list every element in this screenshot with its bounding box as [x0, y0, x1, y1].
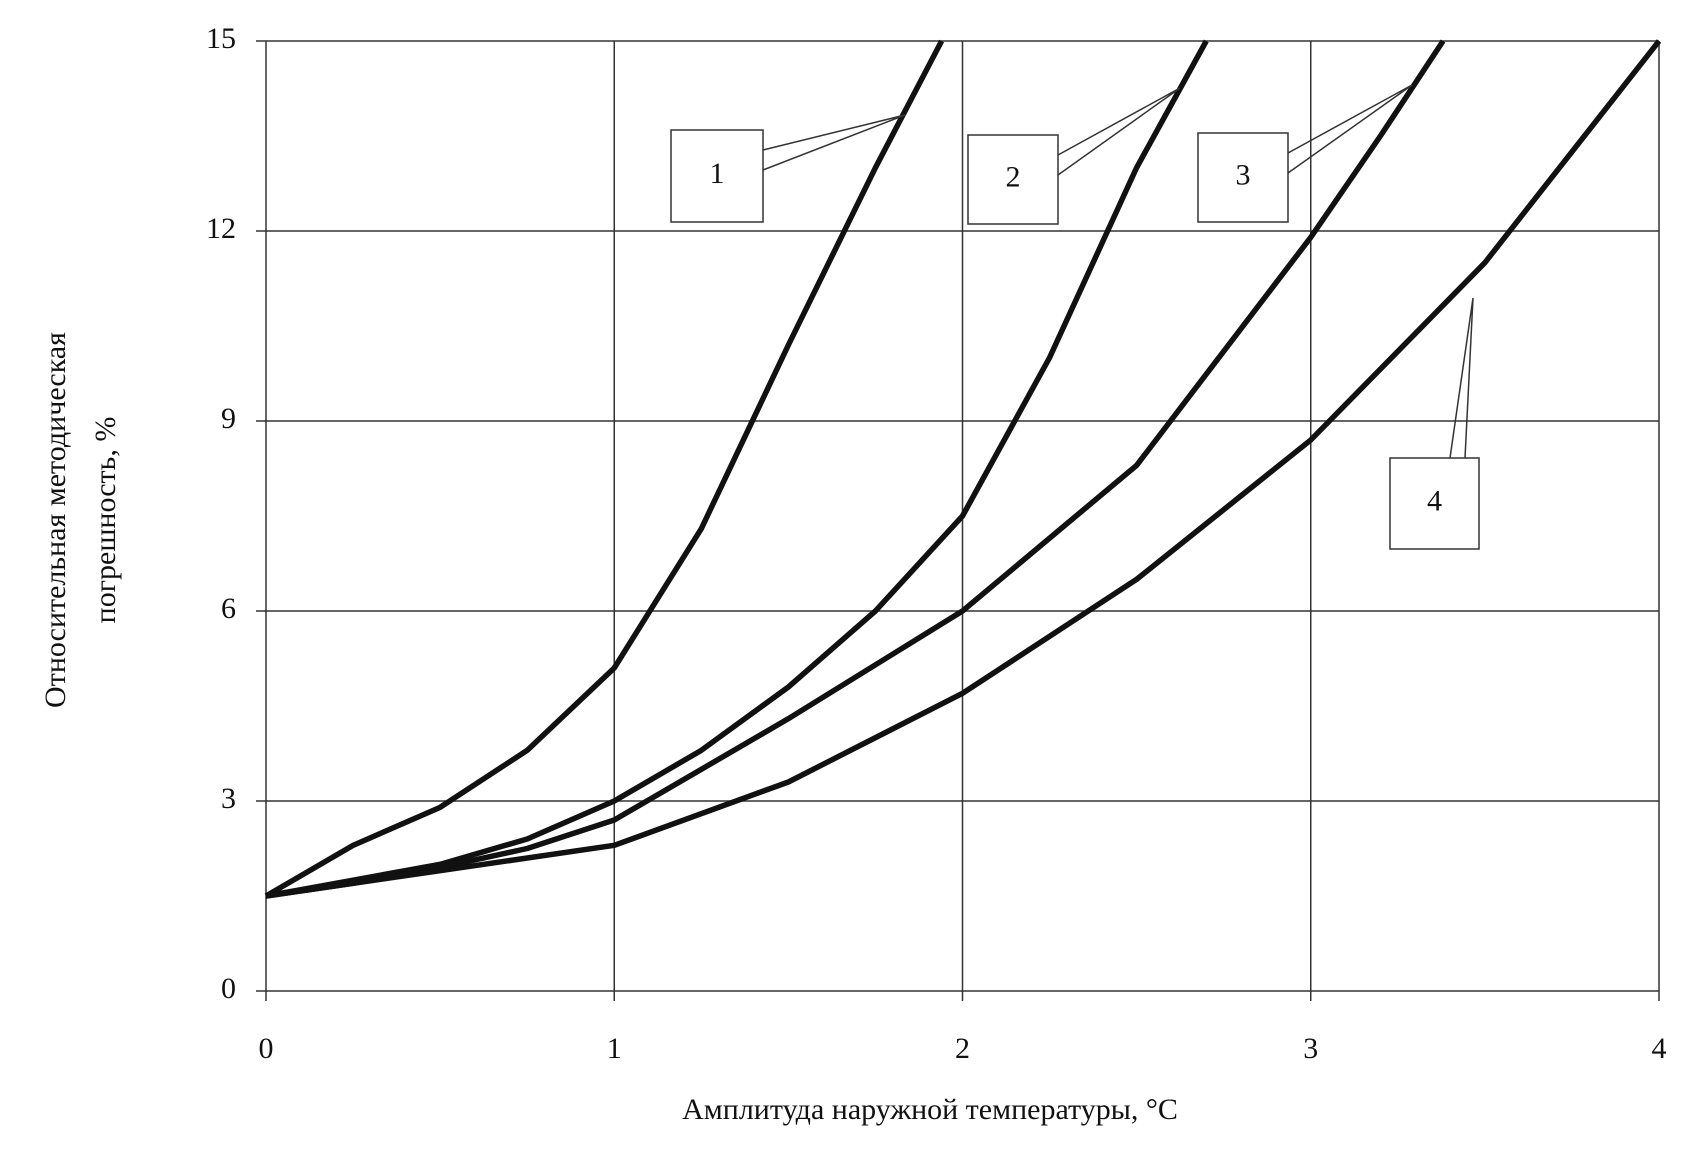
series-line: [264, 39, 945, 899]
y-axis-label: Относительная методическая: [39, 332, 72, 708]
x-tick-label: 4: [1652, 1032, 1667, 1065]
callout-box: [1389, 457, 1480, 550]
callout-box: [967, 134, 1059, 225]
y-tick-label: 12: [206, 212, 236, 245]
x-tick-label: 2: [955, 1032, 970, 1065]
series-line: [265, 39, 1662, 899]
callout-leader: [1449, 297, 1474, 459]
x-tick-label: 1: [607, 1032, 622, 1065]
y-axis-label: погрешность, %: [89, 417, 122, 624]
y-tick-label: 3: [221, 782, 236, 815]
series-line: [265, 39, 1209, 899]
callout-box: [670, 129, 764, 223]
y-tick-label: 0: [221, 972, 236, 1005]
legend-label: 4: [1427, 484, 1442, 517]
legend-label: 3: [1236, 158, 1251, 191]
x-tick-label: 3: [1303, 1032, 1318, 1065]
legend-label: 2: [1006, 160, 1021, 193]
callout-leader: [762, 114, 906, 171]
callout-leader: [1287, 84, 1413, 174]
y-tick-label: 9: [221, 402, 236, 435]
x-tick-label: 0: [259, 1032, 274, 1065]
y-tick-label: 15: [206, 22, 236, 55]
callout-box: [1197, 132, 1289, 223]
y-tick-label: 6: [221, 592, 236, 625]
callout-leader: [1057, 87, 1181, 176]
legend-label: 1: [710, 157, 725, 190]
x-axis-label: Амплитуда наружной температуры, °C: [682, 1093, 1178, 1126]
